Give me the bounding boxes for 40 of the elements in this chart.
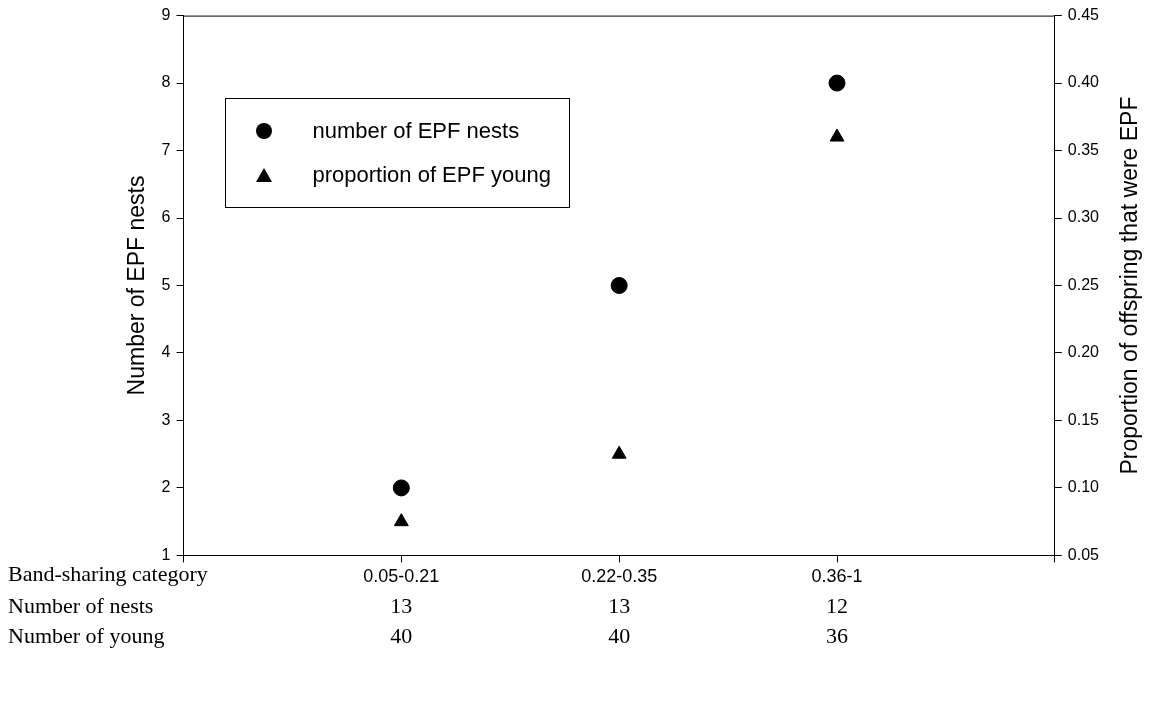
- text: 40: [608, 623, 631, 649]
- y-tick-label: 1: [161, 545, 171, 563]
- y-tick-label: 4: [161, 343, 171, 361]
- y2-tick-label: 0.40: [1067, 73, 1100, 91]
- y2-tick-label: 0.25: [1067, 275, 1100, 293]
- y2-tick-label: 0.10: [1067, 478, 1100, 496]
- point: [828, 74, 846, 92]
- legend-label: proportion of EPF young: [312, 161, 551, 188]
- y2-tick-label: 0.05: [1067, 545, 1100, 563]
- y2-axis-title: Proportion of offspring that were EPF: [1116, 96, 1143, 475]
- legend-label: number of EPF nests: [312, 117, 520, 144]
- point: [392, 479, 410, 497]
- y-tick-label: 9: [161, 6, 171, 24]
- y-tick-label: 8: [161, 73, 171, 91]
- x-tick-label: 0.36-1: [811, 566, 863, 587]
- text: 12: [826, 593, 849, 619]
- point: [611, 445, 627, 459]
- text: 13: [390, 593, 413, 619]
- y2-tick-label: 0.30: [1067, 208, 1100, 226]
- y-tick-label: 5: [161, 275, 171, 293]
- text: 36: [826, 623, 849, 649]
- y-tick-label: 7: [161, 140, 171, 158]
- point: [393, 513, 409, 527]
- point: [610, 277, 628, 294]
- y-tick-label: 2: [161, 478, 171, 496]
- text: Number of nests: [8, 593, 154, 619]
- y2-tick-label: 0.20: [1067, 343, 1100, 361]
- text: 40: [390, 623, 413, 649]
- y2-tick-label: 0.15: [1067, 410, 1100, 428]
- text: Number of young: [8, 623, 165, 649]
- x-tick-label: 0.05-0.21: [363, 566, 440, 587]
- y2-tick-label: 0.35: [1067, 140, 1100, 158]
- text: Band-sharing category: [8, 561, 208, 587]
- y2-tick-label: 0.45: [1067, 6, 1100, 24]
- y-tick-label: 6: [161, 208, 171, 226]
- x-tick-label: 0.22-0.35: [581, 566, 658, 587]
- point: [829, 128, 845, 142]
- text: 13: [608, 593, 631, 619]
- y-axis-title: Number of EPF nests: [123, 175, 150, 396]
- y-tick-label: 3: [161, 410, 171, 428]
